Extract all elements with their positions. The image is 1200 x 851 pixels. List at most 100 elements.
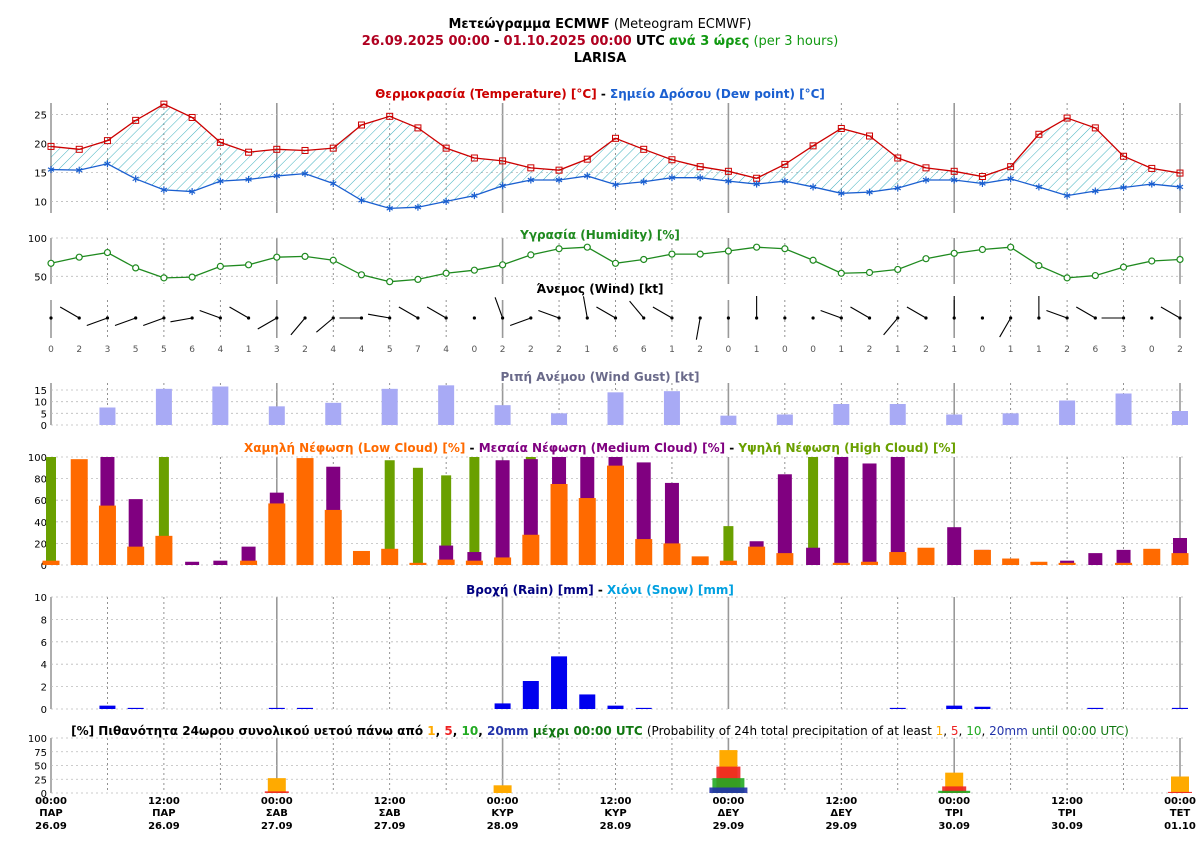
dewpoint-point-stroke (668, 175, 676, 180)
wind-barb (316, 317, 334, 333)
time-axis-time: 12:00 (1051, 796, 1083, 807)
humidity-point (1091, 271, 1099, 280)
wind-speed-label: 2 (867, 345, 873, 355)
cloud-title: Χαμηλή Νέφωση (Low Cloud) [%] - Μεσαία Ν… (244, 441, 956, 455)
wind-title-part: Άνεμος (Wind) [kt] (536, 282, 663, 296)
rain-title-part: Βροχή (Rain) [mm] (466, 583, 594, 597)
dewpoint-point-stroke (612, 182, 619, 187)
dewpoint-point (160, 186, 168, 194)
low-cloud-bar (578, 498, 596, 565)
wind-barb (257, 317, 278, 330)
humidity-ytick-label: 50 (34, 272, 47, 283)
rain-title-part: Χιόνι (Snow) [mm] (607, 583, 734, 597)
time-axis-date: 29.09 (825, 821, 857, 832)
dewpoint-point (781, 177, 789, 185)
cloud-grid: 0 20 40 60 80 100 (28, 453, 1186, 572)
wind-barb (695, 317, 701, 340)
dewpoint-point (583, 172, 591, 180)
cloud-title-part: - (725, 441, 738, 455)
wind-station-dot (980, 316, 985, 320)
temperature-ytick-label: 20 (34, 140, 47, 151)
wind-speed-label: 3 (1121, 345, 1127, 355)
wind-speed-label: 0 (782, 345, 788, 355)
rain-bar (127, 707, 144, 709)
gust-bar (1115, 393, 1132, 425)
wind-speed-label: 0 (1149, 345, 1155, 355)
dewpoint-point-stroke (555, 177, 563, 183)
dewpoint-point (612, 181, 619, 189)
low-cloud-bar (719, 560, 737, 565)
gust-ytick-label: 5 (41, 409, 47, 420)
dewpoint-point (414, 203, 422, 211)
rain-bar (297, 707, 314, 709)
cloud-ytick-label: 0 (41, 561, 47, 572)
wind-speed-label: 4 (359, 345, 365, 355)
wind-grid (50, 300, 1181, 338)
wind-barb (199, 309, 221, 319)
high-cloud-bar (412, 467, 423, 565)
rain-bar (1087, 707, 1104, 709)
time-axis-date: 26.09 (148, 821, 180, 832)
low-cloud-bar (522, 534, 540, 565)
gust-bar (438, 385, 455, 425)
wind-barb (538, 309, 560, 319)
humidity-point (188, 273, 196, 281)
wind-station-dot (49, 316, 53, 320)
low-cloud-bar (98, 505, 116, 565)
rain-grid: 0 2 4 6 8 10 (34, 593, 1186, 716)
dewpoint-point (132, 175, 139, 183)
time-axis-time: 12:00 (148, 796, 180, 807)
high-cloud-bar (808, 457, 819, 565)
meteogram-header: Μετεώγραμμα ECMWF (Meteogram ECMWF) 26.0… (0, 16, 1200, 67)
wind-speed-label: 2 (923, 345, 929, 355)
humidity-point (386, 278, 394, 286)
wind-barb (398, 306, 419, 319)
dewpoint-point (979, 179, 986, 187)
wind-speed-label: 1 (754, 345, 760, 355)
humidity-point (724, 247, 733, 255)
wind-speed-label: 1 (246, 345, 252, 355)
wind-barb (883, 317, 899, 336)
wind-speed-label: 4 (217, 345, 223, 355)
dewpoint-point (527, 176, 535, 184)
wind-barb (1075, 306, 1096, 319)
low-cloud-bar (861, 561, 879, 565)
gust-bar (833, 404, 850, 425)
wind-speed-label: 1 (895, 345, 901, 355)
dewpoint-point-stroke (1035, 184, 1043, 190)
humidity-ytick-label: 100 (28, 234, 47, 245)
humidity-point (216, 262, 224, 270)
rain-title: Βροχή (Rain) [mm] - Χιόνι (Snow) [mm] (466, 583, 734, 597)
humidity-point (668, 250, 676, 258)
dewpoint-point (75, 166, 83, 174)
humidity-point (978, 245, 987, 254)
low-cloud-bar (1058, 562, 1076, 565)
time-axis-date: 28.09 (487, 821, 519, 832)
wind-barb (494, 297, 504, 319)
wind-speed-label: 7 (415, 345, 421, 355)
temperature-title-part: Θερμοκρασία (Temperature) [°C] (375, 87, 597, 101)
time-axis-date: 01.10 (1164, 821, 1196, 832)
humidity-point (103, 248, 112, 257)
time-axis-day: ΚΥΡ (491, 808, 513, 819)
time-axis-time: 12:00 (374, 796, 406, 807)
dewpoint-point-stroke (358, 197, 365, 203)
probability-bar (942, 786, 967, 793)
wind-barb (143, 317, 165, 327)
time-axis-day: ΠΑΡ (152, 808, 175, 819)
humidity-point (583, 243, 591, 251)
gust-bar (776, 414, 793, 425)
dewpoint-point-stroke (160, 187, 168, 193)
low-cloud-bar (1002, 558, 1020, 565)
probability-title-part: 20mm (487, 724, 529, 738)
probability-title-part: , (453, 724, 462, 738)
wind-speed-label: 2 (76, 345, 82, 355)
humidity-title: Υγρασία (Humidity) [%] (519, 228, 680, 242)
dewpoint-point-stroke (188, 189, 196, 194)
dewpoint-point-stroke (301, 171, 309, 176)
medium-cloud-bar (185, 561, 200, 565)
dewpoint-point-stroke (894, 185, 902, 191)
high-cloud-bar (723, 526, 734, 565)
gust-bar (155, 388, 172, 425)
rain-bar (99, 705, 116, 709)
